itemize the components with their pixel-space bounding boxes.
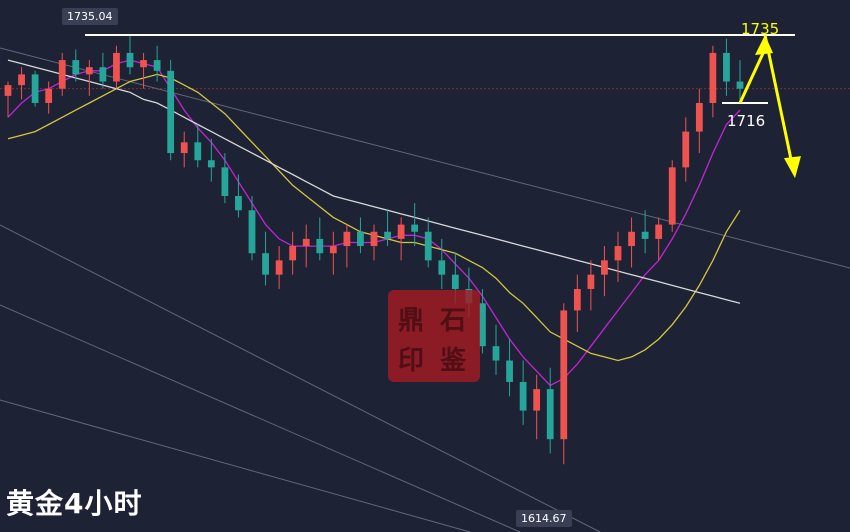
candle-body-4: [58, 60, 66, 89]
forecast-down-arrow-shaft: [763, 34, 794, 165]
candle-body-0: [4, 85, 12, 96]
candle-body-3: [45, 88, 53, 103]
candle-body-1: [18, 74, 25, 86]
seal-stamp: 鼎 石 印 鉴: [388, 290, 480, 382]
candle-body-11: [153, 60, 161, 71]
candle-body-6: [85, 67, 93, 75]
candle-body-24: [329, 246, 337, 254]
candle-body-46: [628, 231, 635, 247]
candle-body-16: [221, 167, 229, 196]
candle-body-30: [411, 224, 419, 232]
candle-body-43: [587, 274, 595, 289]
candle-body-23: [316, 238, 324, 254]
candle-body-32: [438, 260, 446, 275]
moving-average-2: [7, 59, 741, 304]
trend-channel-line-0: [0, 47, 850, 269]
forecast-up-arrow-shaft: [738, 48, 767, 104]
candle-body-48: [655, 224, 663, 239]
candle-body-8: [113, 52, 120, 82]
candle-body-13: [180, 142, 188, 154]
trend-channel-line-1: [0, 224, 601, 532]
candle-body-47: [641, 231, 649, 239]
candle-body-31: [424, 231, 432, 261]
candle-body-50: [682, 131, 690, 168]
candle-body-33: [451, 274, 459, 289]
candle-body-21: [289, 246, 297, 261]
candle-body-18: [248, 210, 256, 254]
candle-body-27: [370, 231, 378, 247]
candle-body-28: [384, 231, 391, 239]
candle-body-14: [194, 142, 202, 161]
forecast-up-arrow-head: [755, 35, 773, 56]
candle-body-15: [207, 160, 215, 168]
candle-body-19: [262, 253, 269, 275]
trend-channel-line-2: [0, 304, 521, 532]
chart-caption: 黄金4小时: [6, 487, 143, 520]
high-price-label: 1735.04: [62, 8, 118, 25]
candle-body-52: [709, 52, 717, 103]
moving-average-1: [7, 73, 741, 362]
candle-body-20: [275, 260, 283, 275]
candle-body-41: [560, 310, 568, 440]
forecast-down-arrow-head: [784, 156, 801, 179]
candle-body-40: [546, 389, 554, 440]
candle-body-26: [357, 231, 364, 247]
candle-body-25: [343, 231, 351, 247]
candle-body-49: [668, 167, 676, 225]
candle-body-45: [614, 246, 622, 261]
candle-body-54: [736, 81, 744, 89]
candle-body-53: [723, 52, 730, 82]
candle-body-42: [573, 288, 581, 311]
support-level-label: 1716: [727, 112, 766, 130]
candle-body-44: [601, 260, 608, 275]
resistance-level-label: 1735: [741, 20, 780, 38]
moving-average-0: [7, 59, 741, 387]
trend-channel-line-3: [0, 399, 471, 532]
candle-body-38: [519, 381, 527, 411]
candle-body-17: [235, 195, 242, 211]
candle-body-5: [72, 60, 80, 75]
candle-body-2: [31, 74, 39, 103]
candle-body-36: [492, 346, 500, 361]
candle-body-10: [140, 60, 147, 68]
low-price-label: 1614.67: [516, 510, 572, 527]
candle-body-37: [506, 360, 513, 382]
candle-body-35: [479, 303, 486, 347]
candle-body-9: [126, 52, 134, 68]
candle-body-7: [99, 67, 107, 82]
candle-body-29: [397, 224, 405, 239]
candle-body-22: [302, 238, 310, 247]
candle-body-51: [695, 102, 703, 132]
candle-body-12: [167, 70, 175, 154]
candle-body-39: [533, 389, 541, 411]
